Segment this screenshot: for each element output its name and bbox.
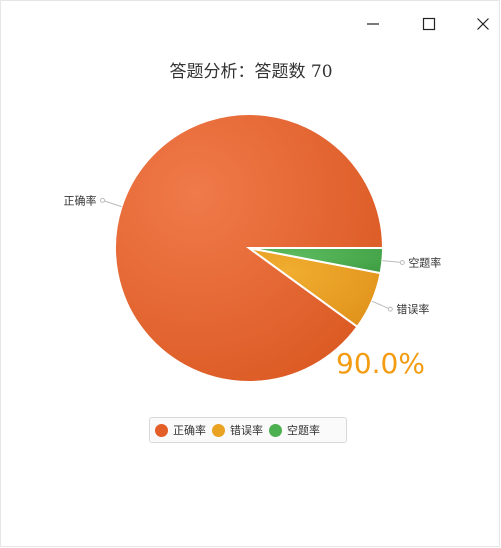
slice-label-wrong: 错误率 bbox=[396, 302, 429, 316]
slice-label-empty: 空题率 bbox=[408, 255, 441, 269]
slice-label-correct: 正确率 bbox=[64, 193, 97, 207]
title-bar bbox=[329, 1, 499, 45]
chart-title: 答题分析：答题数 70 bbox=[169, 62, 333, 82]
close-button[interactable] bbox=[463, 8, 501, 40]
chart-legend: 正确率 错误率 空题率 bbox=[149, 417, 347, 443]
slice-label-empty-dot bbox=[399, 259, 405, 265]
minimize-button[interactable] bbox=[353, 8, 393, 40]
slice-label-wrong-connector bbox=[371, 300, 391, 310]
legend-dot-correct bbox=[155, 423, 168, 437]
legend-label-wrong: 错误率 bbox=[230, 424, 263, 437]
slice-label-empty-connector bbox=[382, 260, 403, 263]
legend-dot-wrong bbox=[212, 423, 225, 437]
highlight-percentage: 90.0% bbox=[336, 347, 425, 380]
legend-item-wrong[interactable]: 错误率 bbox=[212, 422, 263, 438]
maximize-icon bbox=[422, 17, 436, 31]
legend-item-correct[interactable]: 正确率 bbox=[155, 422, 206, 438]
slice-label-wrong-dot bbox=[387, 306, 393, 312]
maximize-button[interactable] bbox=[409, 8, 449, 40]
legend-item-empty[interactable]: 空题率 bbox=[269, 422, 320, 438]
legend-label-correct: 正确率 bbox=[173, 424, 206, 437]
legend-label-empty: 空题率 bbox=[287, 424, 320, 437]
minimize-icon bbox=[367, 23, 379, 25]
slice-label-correct-dot bbox=[100, 197, 106, 203]
pie-slice-empty[interactable] bbox=[248, 247, 385, 275]
slice-label-correct-connector bbox=[102, 199, 122, 208]
close-icon bbox=[477, 18, 489, 30]
legend-dot-empty bbox=[269, 423, 282, 437]
